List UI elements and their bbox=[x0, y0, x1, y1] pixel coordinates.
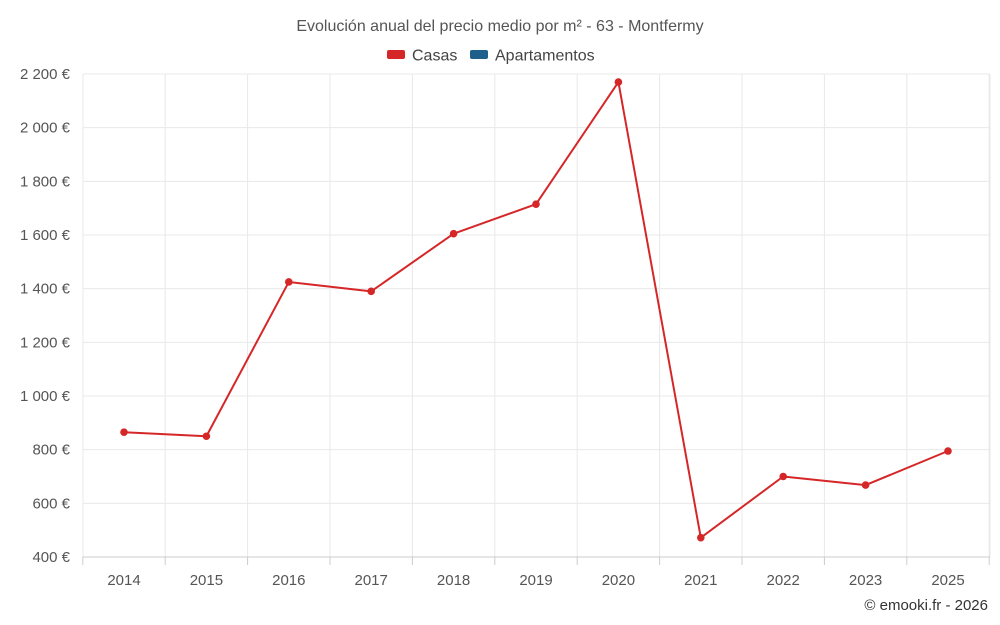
x-tick-label: 2022 bbox=[767, 572, 800, 589]
credit-text: © emooki.fr - 2026 bbox=[864, 597, 988, 614]
x-tick-label: 2019 bbox=[519, 572, 552, 589]
grid bbox=[82, 73, 991, 557]
data-point[interactable] bbox=[285, 278, 293, 286]
y-tick-label: 2 200 € bbox=[20, 66, 71, 83]
legend: Casas Apartamentos bbox=[387, 48, 595, 65]
data-point[interactable] bbox=[861, 481, 870, 489]
legend-item-apartamentos[interactable]: Apartamentos bbox=[470, 48, 595, 65]
data-point[interactable] bbox=[614, 78, 623, 86]
data-point[interactable] bbox=[779, 472, 787, 481]
legend-label-apartamentos: Apartamentos bbox=[495, 48, 595, 65]
y-tick-label: 1 200 € bbox=[20, 334, 71, 351]
data-point[interactable] bbox=[367, 287, 376, 296]
x-tick-label: 2014 bbox=[107, 572, 140, 589]
x-tick-label: 2020 bbox=[602, 572, 635, 589]
y-tick-label: 600 € bbox=[32, 495, 70, 512]
chart-title: Evolución anual del precio medio por m² … bbox=[296, 18, 703, 35]
y-tick-label: 1 400 € bbox=[20, 281, 71, 298]
x-tick-label: 2016 bbox=[272, 572, 305, 589]
legend-swatch-casas bbox=[387, 50, 405, 59]
data-point[interactable] bbox=[449, 229, 458, 238]
x-tick-label: 2018 bbox=[437, 572, 470, 589]
x-tick-label: 2021 bbox=[684, 572, 717, 589]
data-point[interactable] bbox=[202, 432, 211, 441]
data-point[interactable] bbox=[697, 533, 705, 542]
x-tick-label: 2025 bbox=[931, 572, 964, 589]
y-tick-label: 800 € bbox=[32, 442, 70, 459]
y-tick-label: 1 800 € bbox=[20, 173, 71, 190]
y-tick-label: 2 000 € bbox=[20, 120, 71, 137]
y-tick-label: 1 000 € bbox=[20, 388, 71, 405]
data-point[interactable] bbox=[120, 428, 128, 437]
legend-item-casas[interactable]: Casas bbox=[387, 48, 457, 65]
x-tick-label: 2015 bbox=[190, 572, 223, 589]
y-tick-label: 1 600 € bbox=[20, 227, 71, 244]
x-tick-label: 2023 bbox=[849, 572, 882, 589]
y-tick-label: 400 € bbox=[32, 549, 70, 566]
legend-swatch-apartamentos bbox=[470, 50, 488, 59]
data-point[interactable] bbox=[944, 447, 952, 455]
legend-label-casas: Casas bbox=[412, 48, 457, 65]
axes: 2 200 € 2 000 € 1 800 € 1 600 € 1 400 € 1 200… bbox=[20, 66, 990, 589]
series-layer bbox=[120, 78, 952, 542]
x-tick-label: 2017 bbox=[355, 572, 388, 589]
data-point[interactable] bbox=[532, 200, 540, 208]
